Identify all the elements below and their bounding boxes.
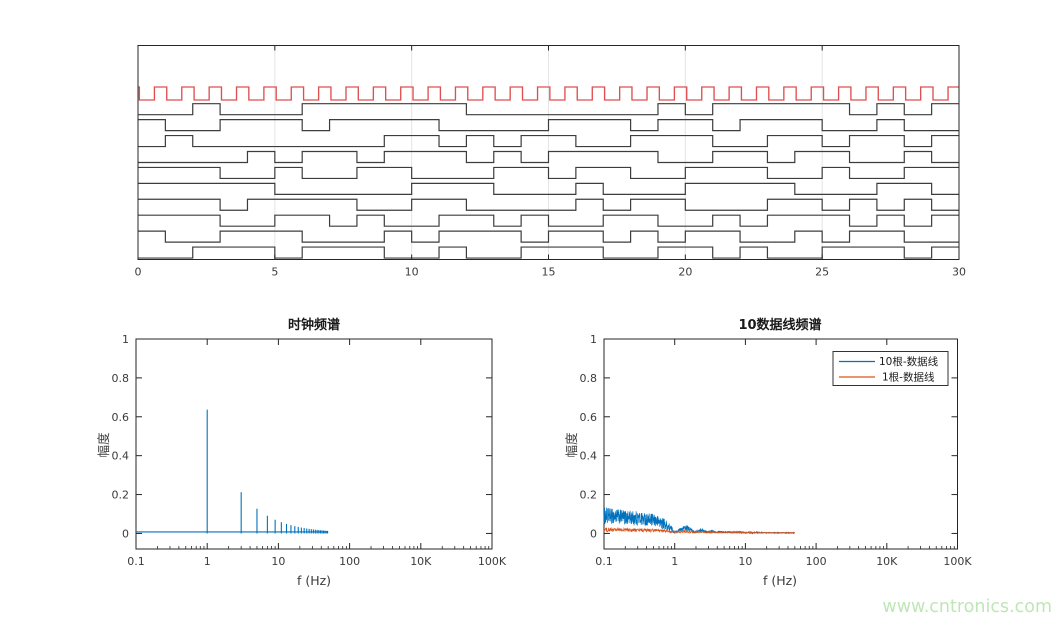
- y-tick-label: 0: [122, 527, 129, 540]
- x-tick-label: 15: [542, 266, 556, 279]
- waveform-x-ticks: [137, 45, 960, 260]
- y-tick-label: 0.4: [112, 450, 130, 463]
- y-tick-label: 1: [122, 333, 129, 346]
- clock-spectrum-ylabel: 幅度: [96, 432, 111, 458]
- x-tick-label: 0: [135, 266, 142, 279]
- y-tick-label: 0.8: [112, 372, 130, 385]
- y-tick-label: 0.8: [580, 372, 598, 385]
- x-tick-label: 25: [815, 266, 829, 279]
- clock-spectrum-chart: 时钟频谱 幅度 f (Hz) 0.1 1 10 100 10K 100K00.20.40.…: [96, 317, 507, 588]
- y-tick-label: 0.4: [580, 450, 598, 463]
- y-tick-label: 0.2: [580, 489, 598, 502]
- x-tick-label: 1: [204, 555, 211, 568]
- data-line-9: [138, 230, 959, 243]
- data-line-5: [138, 166, 959, 180]
- y-tick-label: 1: [590, 333, 597, 346]
- data-line-10: [138, 246, 959, 259]
- x-tick-label: 100K: [478, 555, 507, 568]
- watermark: www.cntronics.com: [882, 597, 1052, 617]
- data-spectrum-axes: 0.1 1 10 100 10K 100K 0 0.2 0.4 0.6 0.8 1: [580, 333, 973, 568]
- legend-label-10-lines: 10根-数据线: [879, 355, 939, 368]
- clock-signal: [138, 86, 959, 101]
- data-line-8: [138, 214, 959, 227]
- data-line-3: [138, 134, 959, 148]
- data-spectrum-ylabel: 幅度: [564, 432, 579, 458]
- series-2-trace: [603, 526, 795, 535]
- y-tick-label: 0.6: [112, 411, 130, 424]
- data-spectrum-xlabel: f (Hz): [763, 573, 797, 588]
- x-tick-label: 10: [738, 555, 752, 568]
- y-tick-label: 0: [590, 527, 597, 540]
- clock-spectrum-stems: [136, 409, 329, 534]
- x-tick-label: 100: [339, 555, 360, 568]
- y-tick-label: 0.6: [580, 411, 598, 424]
- axes-box: [135, 338, 493, 550]
- data-line-4: [138, 150, 959, 164]
- x-tick-label: 0.1: [595, 555, 613, 568]
- legend-label-1-line: 1根-数据线: [882, 371, 935, 384]
- x-tick-label: 30: [952, 266, 966, 279]
- x-tick-label: 100: [806, 555, 827, 568]
- data-line-6: [138, 182, 959, 195]
- data-line-2: [138, 119, 959, 132]
- data-spectrum-chart: 10数据线频谱 幅度 f (Hz) 0.1 1 10 100 10K 100K00.20.…: [564, 317, 972, 588]
- x-tick-label: 10: [405, 266, 419, 279]
- x-tick-label: 20: [678, 266, 692, 279]
- axes-box: [603, 338, 958, 550]
- waveform-panel: 0 5 10 15 20 25 30: [135, 45, 967, 279]
- waveform-x-tick-labels: 0 5 10 15 20 25 30: [135, 266, 967, 279]
- x-tick-label: 100K: [943, 555, 972, 568]
- waveform-traces: [138, 86, 959, 259]
- x-tick-label: 10K: [876, 555, 898, 568]
- x-tick-label: 10: [271, 555, 285, 568]
- clock-spectrum-xlabel: f (Hz): [297, 573, 331, 588]
- y-tick-label: 0.2: [112, 489, 130, 502]
- x-tick-label: 1: [671, 555, 678, 568]
- data-spectrum-traces: [603, 507, 796, 535]
- data-line-1: [138, 103, 959, 116]
- clock-spectrum-title: 时钟频谱: [288, 317, 340, 333]
- x-tick-label: 0.1: [127, 555, 145, 568]
- legend: 10根-数据线 1根-数据线: [832, 351, 949, 386]
- x-tick-label: 5: [271, 266, 278, 279]
- data-spectrum-title: 10数据线频谱: [738, 317, 821, 333]
- clock-spectrum-axes: 0.1 1 10 100 10K 100K 0 0.2 0.4 0.6 0.8 1: [112, 333, 507, 568]
- x-tick-label: 10K: [410, 555, 432, 568]
- data-line-7: [138, 198, 959, 211]
- legend-box: [832, 351, 949, 386]
